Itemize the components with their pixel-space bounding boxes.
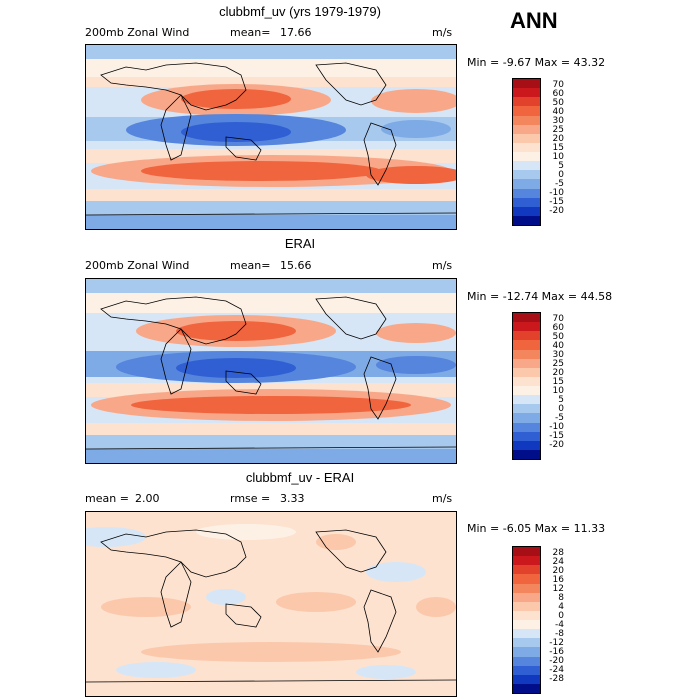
panel-1-stat-value: 17.66 xyxy=(280,26,312,39)
panel-3-cbar-label: -20 xyxy=(549,656,564,666)
panel-3-cbar-label: 28 xyxy=(552,548,564,558)
panel-3-left-value: 2.00 xyxy=(135,492,160,505)
panel-2-cbar-label: -10 xyxy=(549,422,564,432)
panel-2-cbar-label: 50 xyxy=(552,332,564,342)
panel-2-cbar-label: 15 xyxy=(552,377,564,387)
panel-3-cbar-label: -24 xyxy=(549,665,564,675)
panel-2-cbar-label: -15 xyxy=(549,431,564,441)
panel-3-cbar-label: 8 xyxy=(558,593,564,603)
panel-2-cbar-label: 5 xyxy=(558,395,564,405)
panel-1-cbar-label: 15 xyxy=(552,143,564,153)
panel-1-left-label: 200mb Zonal Wind xyxy=(85,26,190,39)
panel-1-cbar-label: 30 xyxy=(552,116,564,126)
panel-2-map xyxy=(85,278,457,464)
panel-3-cbar-label: 24 xyxy=(552,557,564,567)
panel-1-cbar-label: 50 xyxy=(552,98,564,108)
panel-2-cbar-label: -20 xyxy=(549,440,564,450)
panel-2-stat-label: mean= xyxy=(230,259,271,272)
panel-3-map xyxy=(85,511,457,697)
panel-3-cbar-label: 12 xyxy=(552,584,564,594)
panel-2-cbar-label: 20 xyxy=(552,368,564,378)
panel-1-cbar-label: -20 xyxy=(549,206,564,216)
panel-1-cbar-label: -10 xyxy=(549,188,564,198)
panel-3-stat-value: 3.33 xyxy=(280,492,305,505)
panel-2-stat-value: 15.66 xyxy=(280,259,312,272)
panel-1-cbar-label: -15 xyxy=(549,197,564,207)
panel-1-units: m/s xyxy=(432,26,453,39)
panel-3-cbar-label: -4 xyxy=(555,620,564,630)
panel-3-title: clubbmf_uv - ERAI xyxy=(245,470,355,485)
panel-2-left-label: 200mb Zonal Wind xyxy=(85,259,190,272)
panel-1-map xyxy=(85,44,457,230)
panel-1-cbar-label: 5 xyxy=(558,161,564,171)
panel-1-title: clubbmf_uv (yrs 1979-1979) xyxy=(219,4,381,19)
panel-3-cbar-label: -16 xyxy=(549,647,564,657)
panel-2-cbar-label: 60 xyxy=(552,323,564,333)
panel-2-cbar-label: 25 xyxy=(552,359,564,369)
panel-1-stat-label: mean= xyxy=(230,26,271,39)
panel-2-cbar-label: 70 xyxy=(552,314,564,324)
panel-2-minmax: Min = -12.74 Max = 44.58 xyxy=(467,290,613,303)
panel-3-cbar-label: 16 xyxy=(552,575,564,585)
panel-1-cbar-label: 60 xyxy=(552,89,564,99)
panel-1-cbar-label: 0 xyxy=(558,170,564,180)
panel-1-cbar-label: -5 xyxy=(555,179,564,189)
panel-3-left-label: mean = xyxy=(85,492,129,505)
panel-1-cbar-label: 25 xyxy=(552,125,564,135)
panel-3-stat-label: rmse = xyxy=(230,492,271,505)
panel-3-minmax: Min = -6.05 Max = 11.33 xyxy=(467,522,606,535)
panel-1-colorbar xyxy=(512,78,541,226)
panel-3-cbar-label: -12 xyxy=(549,638,564,648)
panel-2-cbar-label: 10 xyxy=(552,386,564,396)
panel-1-cbar-label: 70 xyxy=(552,80,564,90)
panel-2-units: m/s xyxy=(432,259,453,272)
panel-2-cbar-label: 30 xyxy=(552,350,564,360)
panel-2-cbar-label: 40 xyxy=(552,341,564,351)
panel-3-units: m/s xyxy=(432,492,453,505)
panel-2-colorbar xyxy=(512,312,541,460)
season-label: ANN xyxy=(510,8,558,33)
panel-3-cbar-label: -28 xyxy=(549,674,564,684)
panel-1-minmax: Min = -9.67 Max = 43.32 xyxy=(467,56,606,69)
panel-2-cbar-label: -5 xyxy=(555,413,564,423)
panel-3-colorbar xyxy=(512,546,541,694)
panel-1-cbar-label: 40 xyxy=(552,107,564,117)
panel-3-cbar-label: 20 xyxy=(552,566,564,576)
panel-3-cbar-label: 4 xyxy=(558,602,564,612)
panel-3-cbar-label: -8 xyxy=(555,629,564,639)
panel-1-cbar-label: 10 xyxy=(552,152,564,162)
panel-2-cbar-label: 0 xyxy=(558,404,564,414)
panel-2-title: ERAI xyxy=(284,236,316,251)
panel-3-cbar-label: 0 xyxy=(558,611,564,621)
panel-1-cbar-label: 20 xyxy=(552,134,564,144)
